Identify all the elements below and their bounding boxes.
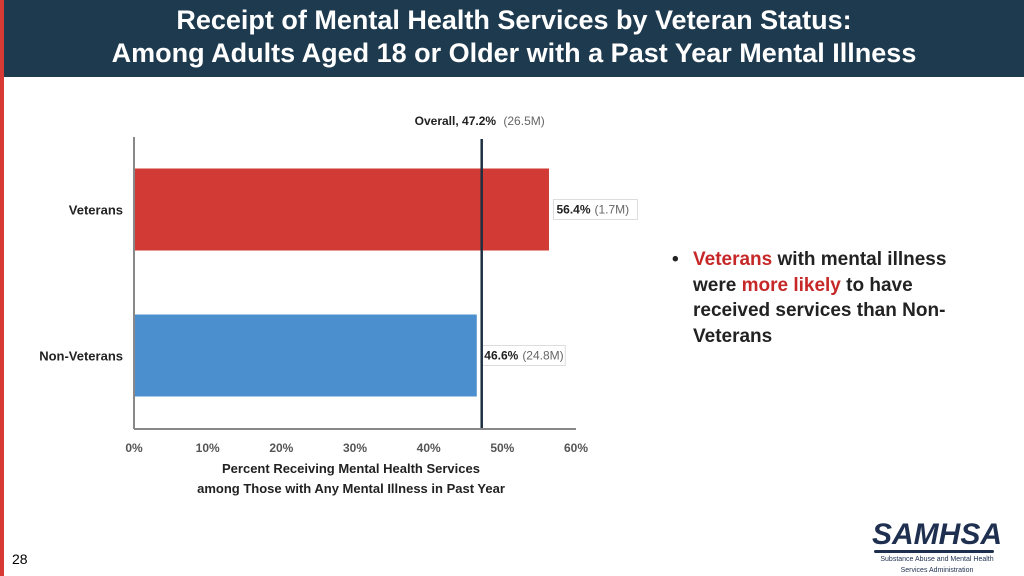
- samhsa-logo: SAMHSA Substance Abuse and Mental Health…: [872, 520, 1002, 575]
- logo-subtitle-line-1: Substance Abuse and Mental Health: [880, 556, 994, 563]
- left-accent-rule: [0, 0, 4, 576]
- x-tick-label: 0%: [125, 441, 143, 455]
- data-label-value-non-veterans: 46.6%: [484, 349, 518, 363]
- overall-value: Overall, 47.2%: [415, 114, 497, 128]
- x-tick-label: 40%: [417, 441, 441, 455]
- category-label-veterans: Veterans: [69, 203, 123, 218]
- bullet-text-part-4: to have received services than Non-Veter…: [693, 274, 946, 347]
- slide-title-line-1: Receipt of Mental Health Services by Vet…: [176, 5, 852, 35]
- bullet-text: Veterans with mental illness were more l…: [693, 247, 992, 349]
- bar-non-veterans: [133, 313, 478, 398]
- overall-reference-label: Overall, 47.2% (26.5M): [415, 114, 545, 128]
- bullet-highlight-veterans: Veterans: [693, 249, 773, 270]
- logo-wordmark: SAMHSA: [872, 518, 1003, 551]
- bar-chart: Veterans 56.4% (1.7M) Non-Veterans 46.6% (24.…: [39, 114, 638, 496]
- data-label-box-veterans: [552, 199, 638, 220]
- bullet-text-part-2: with mental illness were: [693, 249, 947, 296]
- x-tick-label: 50%: [490, 441, 514, 455]
- data-label-count-veterans: (1.7M): [595, 203, 630, 217]
- data-label-veterans: 56.4% (1.7M): [556, 203, 629, 217]
- page-number: 28: [12, 551, 28, 567]
- logo-swoosh: [874, 550, 994, 553]
- bar-veterans: [133, 167, 550, 252]
- x-axis-title-line-1: Percent Receiving Mental Health Services: [222, 461, 480, 476]
- category-label-non-veterans: Non-Veterans: [39, 349, 123, 364]
- x-tick-label: 60%: [564, 441, 588, 455]
- x-tick-label: 30%: [343, 441, 367, 455]
- overall-count: (26.5M): [503, 114, 544, 128]
- data-label-count-non-veterans: (24.8M): [522, 349, 563, 363]
- slide-title-line-2: Among Adults Aged 18 or Older with a Pas…: [111, 38, 917, 68]
- x-tick-label: 10%: [196, 441, 220, 455]
- logo-subtitle-line-2: Services Administration: [900, 567, 974, 574]
- title-banner: Receipt of Mental Health Services by Vet…: [4, 0, 1024, 77]
- x-tick-label: 20%: [269, 441, 293, 455]
- x-axis-title-line-2: among Those with Any Mental Illness in P…: [197, 481, 505, 496]
- data-label-non-veterans: 46.6% (24.8M): [484, 349, 563, 363]
- bullet-highlight-more-likely: more likely: [741, 274, 841, 296]
- key-finding-bullet: • Veterans with mental illness were more…: [672, 247, 992, 349]
- bullet-dot-icon: •: [672, 249, 679, 270]
- data-label-value-veterans: 56.4%: [556, 203, 590, 217]
